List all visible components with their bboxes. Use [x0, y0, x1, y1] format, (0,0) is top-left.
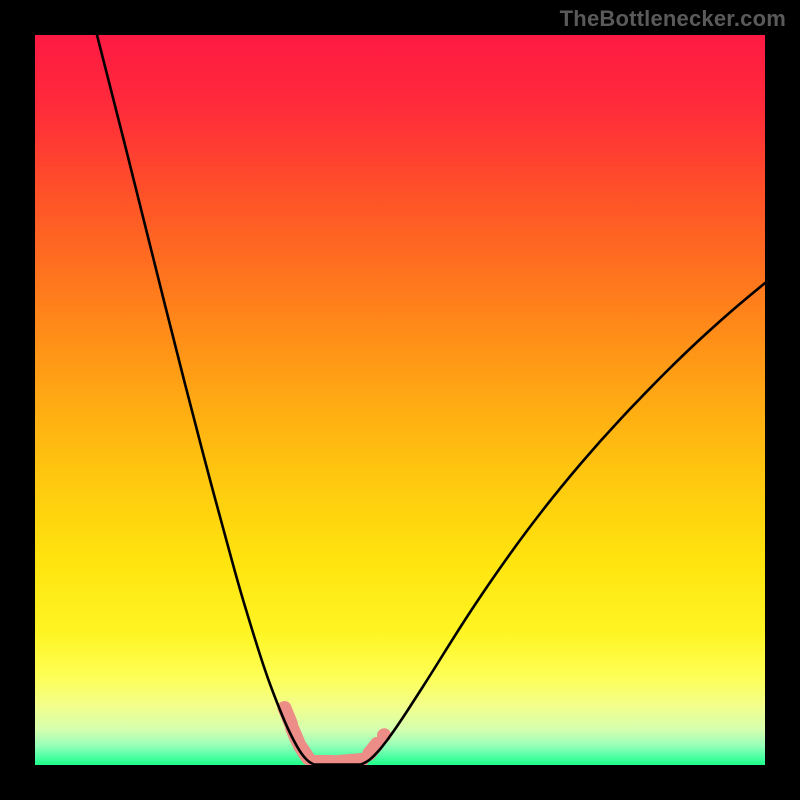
plot-area	[35, 35, 765, 765]
chart-container: TheBottlenecker.com	[0, 0, 800, 800]
watermark-text: TheBottlenecker.com	[560, 6, 786, 32]
valley-markers	[285, 708, 385, 762]
left-curve	[97, 35, 314, 765]
right-curve	[361, 283, 765, 765]
valley-marker	[338, 760, 362, 762]
curves-layer	[35, 35, 765, 765]
